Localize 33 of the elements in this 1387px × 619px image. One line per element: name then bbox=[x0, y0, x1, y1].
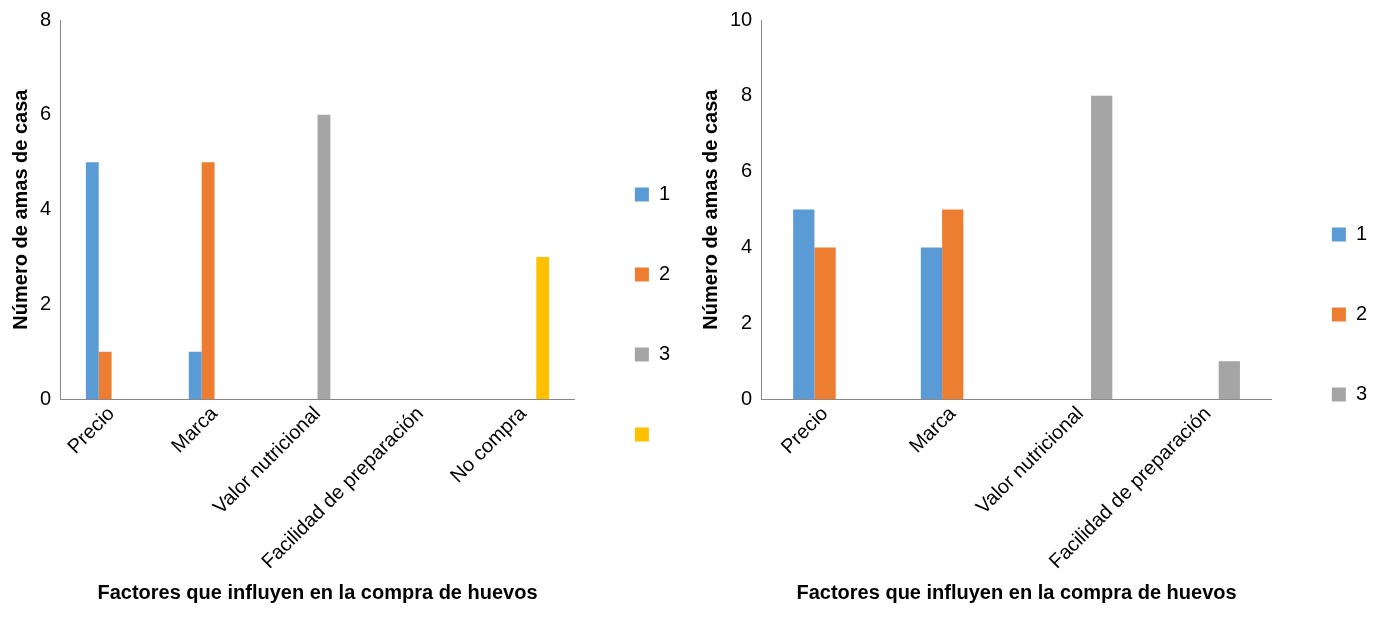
bar bbox=[920, 247, 943, 400]
y-tick-label: 10 bbox=[730, 7, 753, 30]
bar bbox=[1218, 361, 1240, 400]
y-tick-label: 2 bbox=[741, 310, 753, 333]
legend-label: 2 bbox=[1355, 302, 1367, 325]
bar bbox=[188, 351, 202, 400]
y-tick-label: 0 bbox=[40, 386, 52, 409]
x-axis-title: Factores que influyen en la compra de huevos bbox=[796, 580, 1237, 603]
bar bbox=[201, 162, 215, 400]
bar bbox=[317, 114, 331, 400]
y-tick-label: 8 bbox=[40, 7, 52, 30]
bar bbox=[793, 209, 815, 400]
y-tick-label: 8 bbox=[741, 83, 753, 106]
legend-label: 3 bbox=[1355, 382, 1367, 405]
x-axis-title: Factores que influyen en la compra de huevos bbox=[97, 580, 538, 603]
y-tick-label: 4 bbox=[40, 197, 52, 220]
bar bbox=[942, 209, 964, 400]
bar bbox=[536, 256, 550, 400]
y-tick-label: 6 bbox=[40, 102, 52, 125]
bar bbox=[85, 162, 99, 400]
legend-label: 3 bbox=[658, 342, 670, 365]
y-axis-title: Número de amas de casa bbox=[698, 88, 721, 330]
legend-label: 1 bbox=[1355, 222, 1367, 245]
bar bbox=[814, 247, 836, 400]
legend-label: 2 bbox=[658, 262, 670, 285]
y-axis-title: Número de amas de casa bbox=[8, 88, 31, 330]
legend-label: 1 bbox=[658, 182, 670, 205]
y-tick-label: 0 bbox=[741, 386, 753, 409]
y-tick-label: 2 bbox=[40, 291, 52, 314]
y-tick-label: 4 bbox=[741, 235, 753, 258]
y-tick-label: 6 bbox=[741, 159, 753, 182]
bar bbox=[1091, 95, 1113, 400]
bar bbox=[98, 351, 112, 400]
